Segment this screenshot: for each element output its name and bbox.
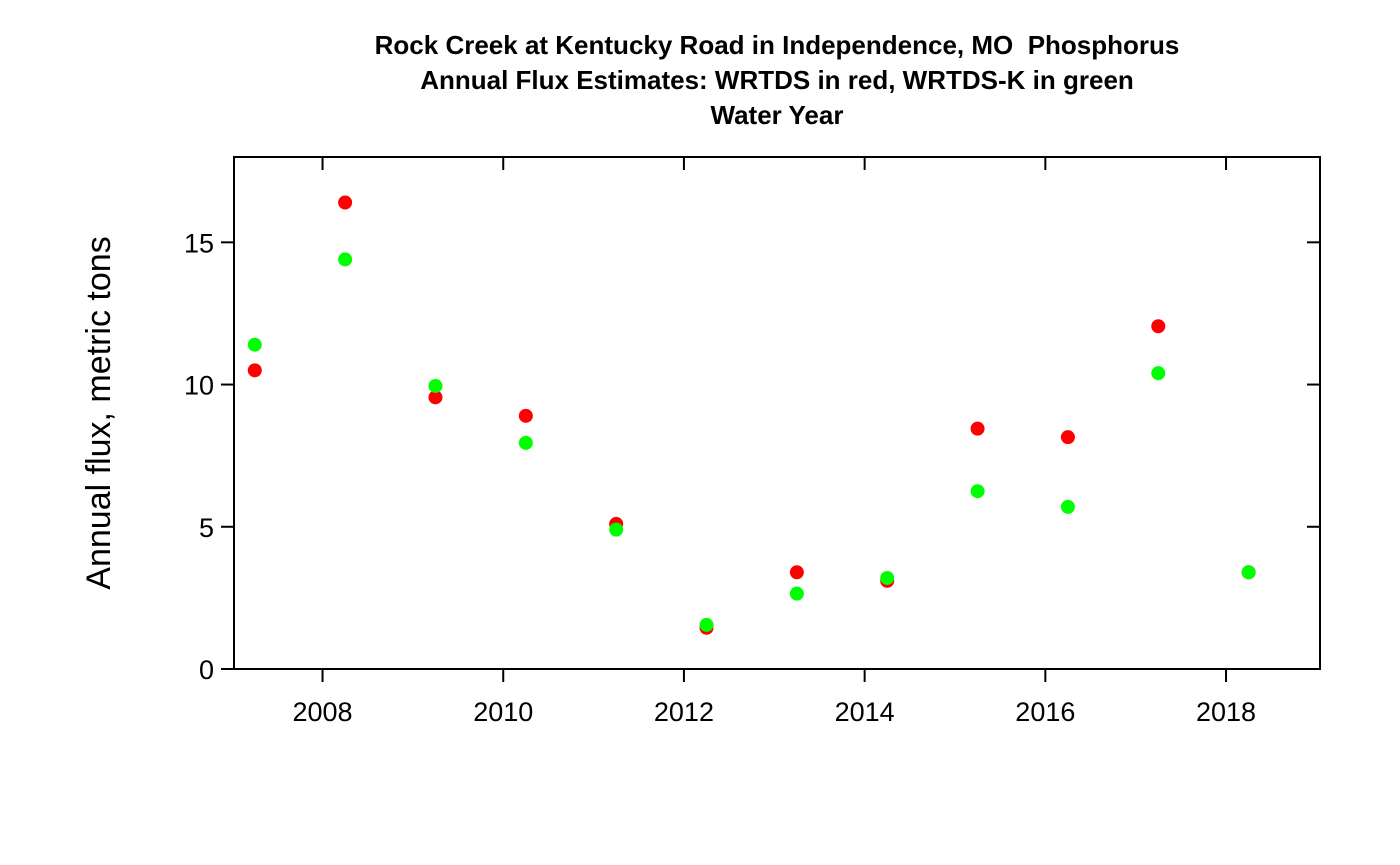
data-points: [247, 195, 1256, 635]
x-tick-label: 2010: [473, 697, 533, 727]
wrtds-k-point: [1060, 499, 1075, 514]
wrtds-point: [1151, 319, 1166, 334]
wrtds-k-point: [789, 586, 804, 601]
chart-title-line-3: Water Year: [710, 100, 844, 130]
wrtds-k-point: [338, 252, 353, 267]
wrtds-k-point: [1151, 366, 1166, 381]
chart-title-line-1: Rock Creek at Kentucky Road in Independe…: [374, 30, 1180, 60]
wrtds-point: [428, 390, 443, 405]
axis-ticks: 2008 2010 2012 2014 2016 2018 0 5 10 15: [184, 157, 1320, 727]
x-tick-label: 2008: [293, 697, 353, 727]
y-tick-label: 0: [199, 655, 214, 685]
y-tick-label: 10: [184, 371, 214, 401]
plot-frame: [233, 156, 1321, 670]
wrtds-k-point: [428, 378, 443, 393]
wrtds-point: [789, 565, 804, 580]
chart-title-line-2: Annual Flux Estimates: WRTDS in red, WRT…: [420, 65, 1134, 95]
wrtds-k-point: [247, 337, 262, 352]
wrtds-point: [970, 421, 985, 436]
wrtds-k-point: [970, 484, 985, 499]
wrtds-k-point: [1241, 565, 1256, 580]
x-tick-label: 2018: [1196, 697, 1256, 727]
wrtds-point: [1060, 430, 1075, 445]
x-tick-label: 2016: [1015, 697, 1075, 727]
wrtds-k-point: [518, 435, 533, 450]
x-tick-label: 2014: [835, 697, 895, 727]
wrtds-k-point: [609, 522, 624, 537]
x-tick-label: 2012: [654, 697, 714, 727]
y-axis-label: Annual flux, metric tons: [80, 236, 118, 589]
wrtds-k-point: [699, 617, 714, 632]
wrtds-point: [338, 195, 353, 210]
wrtds-point: [518, 408, 533, 423]
chart-title: Rock Creek at Kentucky Road in Independe…: [234, 28, 1320, 133]
y-tick-label: 15: [184, 228, 214, 258]
wrtds-point: [247, 363, 262, 378]
y-tick-label: 5: [199, 513, 214, 543]
wrtds-k-point: [880, 570, 895, 585]
